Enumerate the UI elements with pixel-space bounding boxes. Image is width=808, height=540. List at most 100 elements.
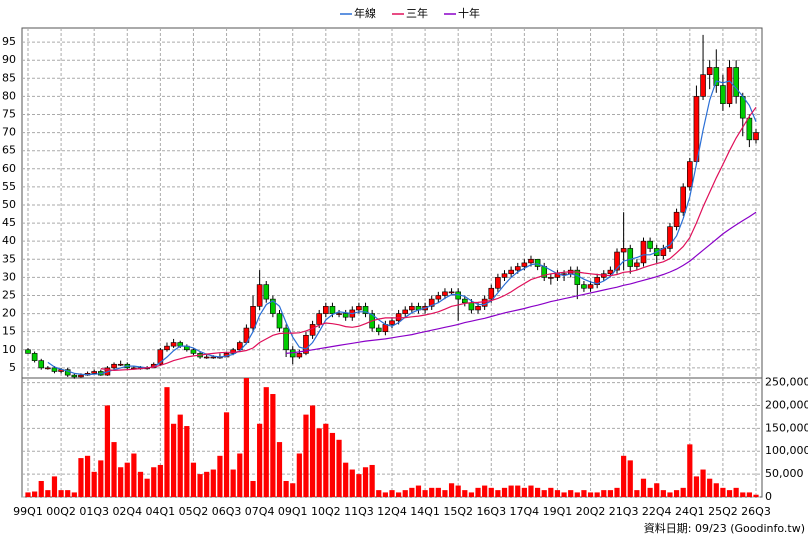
volume-bar: [574, 492, 580, 497]
candle-body: [323, 306, 329, 314]
x-tick-label: 09Q1: [278, 505, 308, 518]
y2-tick-label: 150,000: [765, 421, 808, 434]
volume-bar: [554, 490, 561, 497]
candle-body: [270, 298, 276, 314]
candle-body: [91, 371, 97, 374]
volume-bar: [475, 487, 481, 497]
candle-body: [336, 313, 342, 315]
volume-bar: [621, 455, 627, 497]
candle-body: [435, 295, 442, 300]
legend-label: 十年: [458, 6, 480, 20]
volume-bar: [190, 462, 197, 497]
x-tick-label: 12Q4: [377, 505, 407, 518]
volume-bar: [283, 480, 289, 497]
volume-bar: [700, 469, 706, 497]
volume-bar: [71, 492, 77, 497]
candle-body: [548, 277, 554, 279]
candle-body: [594, 277, 600, 285]
candle-body: [236, 342, 243, 351]
volume-bar: [45, 490, 51, 497]
y-tick-label: 70: [2, 126, 16, 139]
volume-bar: [263, 387, 269, 497]
candle-body: [303, 334, 309, 354]
candle-body: [256, 284, 263, 307]
x-tick-label: 00Q2: [46, 505, 76, 518]
y-tick-label: 30: [2, 270, 16, 283]
volume-bar: [237, 453, 243, 497]
candle-body: [448, 291, 455, 294]
candle-body: [680, 186, 687, 213]
volume-bar: [726, 490, 733, 497]
candle-body: [475, 306, 481, 311]
candle-body: [309, 324, 316, 336]
candle-body: [627, 248, 634, 267]
volume-bar: [65, 490, 71, 497]
candle-body: [428, 298, 435, 307]
candle-body: [316, 313, 323, 325]
volume-bar: [693, 476, 700, 497]
candle-body: [170, 342, 177, 347]
candle-body: [693, 96, 700, 162]
volume-bar: [707, 478, 713, 497]
candle-body: [51, 367, 58, 372]
candle-body: [402, 309, 409, 314]
candle-body: [157, 349, 164, 365]
candle-body: [706, 67, 713, 75]
volume-bar: [124, 462, 130, 497]
volume-bar: [197, 474, 203, 497]
candle-body: [362, 306, 369, 314]
volume-bar: [131, 453, 137, 497]
candle-body: [164, 345, 170, 351]
volume-bar: [362, 467, 369, 497]
x-tick-label: 99Q1: [13, 505, 43, 518]
volume-bar: [25, 492, 31, 497]
candle-body: [647, 240, 653, 249]
volume-bar: [144, 478, 150, 497]
volume-bar: [389, 490, 395, 497]
candle-body: [733, 67, 739, 97]
candle-body: [31, 353, 38, 361]
volume-bar: [349, 469, 355, 497]
volume-bar: [673, 490, 680, 497]
y2-tick-label: 250,000: [765, 376, 808, 389]
candle-body: [640, 240, 647, 264]
x-tick-label: 07Q4: [245, 505, 275, 518]
volume-bar: [303, 414, 309, 497]
candle-body: [111, 363, 117, 369]
volume-bar: [468, 492, 475, 497]
candle-body: [409, 306, 415, 311]
candle-body: [71, 374, 78, 378]
volume-bar: [369, 464, 375, 497]
volume-bar: [137, 471, 144, 497]
candle-body: [720, 85, 726, 104]
y2-tick-label: 100,000: [765, 444, 808, 457]
y-tick-label: 85: [2, 71, 16, 84]
volume-bar: [250, 480, 256, 497]
volume-bar: [230, 469, 236, 497]
candle-body: [753, 132, 759, 141]
volume-bar: [223, 412, 230, 497]
x-tick-label: 22Q4: [642, 505, 672, 518]
candle-body: [461, 298, 468, 304]
y-tick-label: 20: [2, 307, 16, 320]
volume-bar: [561, 492, 567, 497]
candle-body: [329, 306, 336, 314]
candle-body: [521, 262, 528, 267]
legend-label: 三年: [406, 6, 428, 20]
volume-bar: [376, 490, 382, 497]
x-tick-label: 11Q3: [344, 505, 374, 518]
volume-bar: [184, 426, 190, 497]
volume-bar: [541, 490, 547, 497]
volume-bar: [535, 487, 541, 497]
volume-bar: [495, 490, 501, 497]
volume-bar: [32, 491, 38, 497]
volume-bar: [296, 453, 302, 497]
volume-bar: [217, 455, 223, 497]
volume-bar: [111, 442, 117, 497]
volume-bar: [647, 487, 653, 497]
candle-body: [687, 161, 693, 188]
volume-bar: [309, 405, 316, 497]
volume-bar: [51, 476, 58, 497]
volume-bar: [568, 490, 574, 497]
volume-bar: [528, 485, 534, 497]
